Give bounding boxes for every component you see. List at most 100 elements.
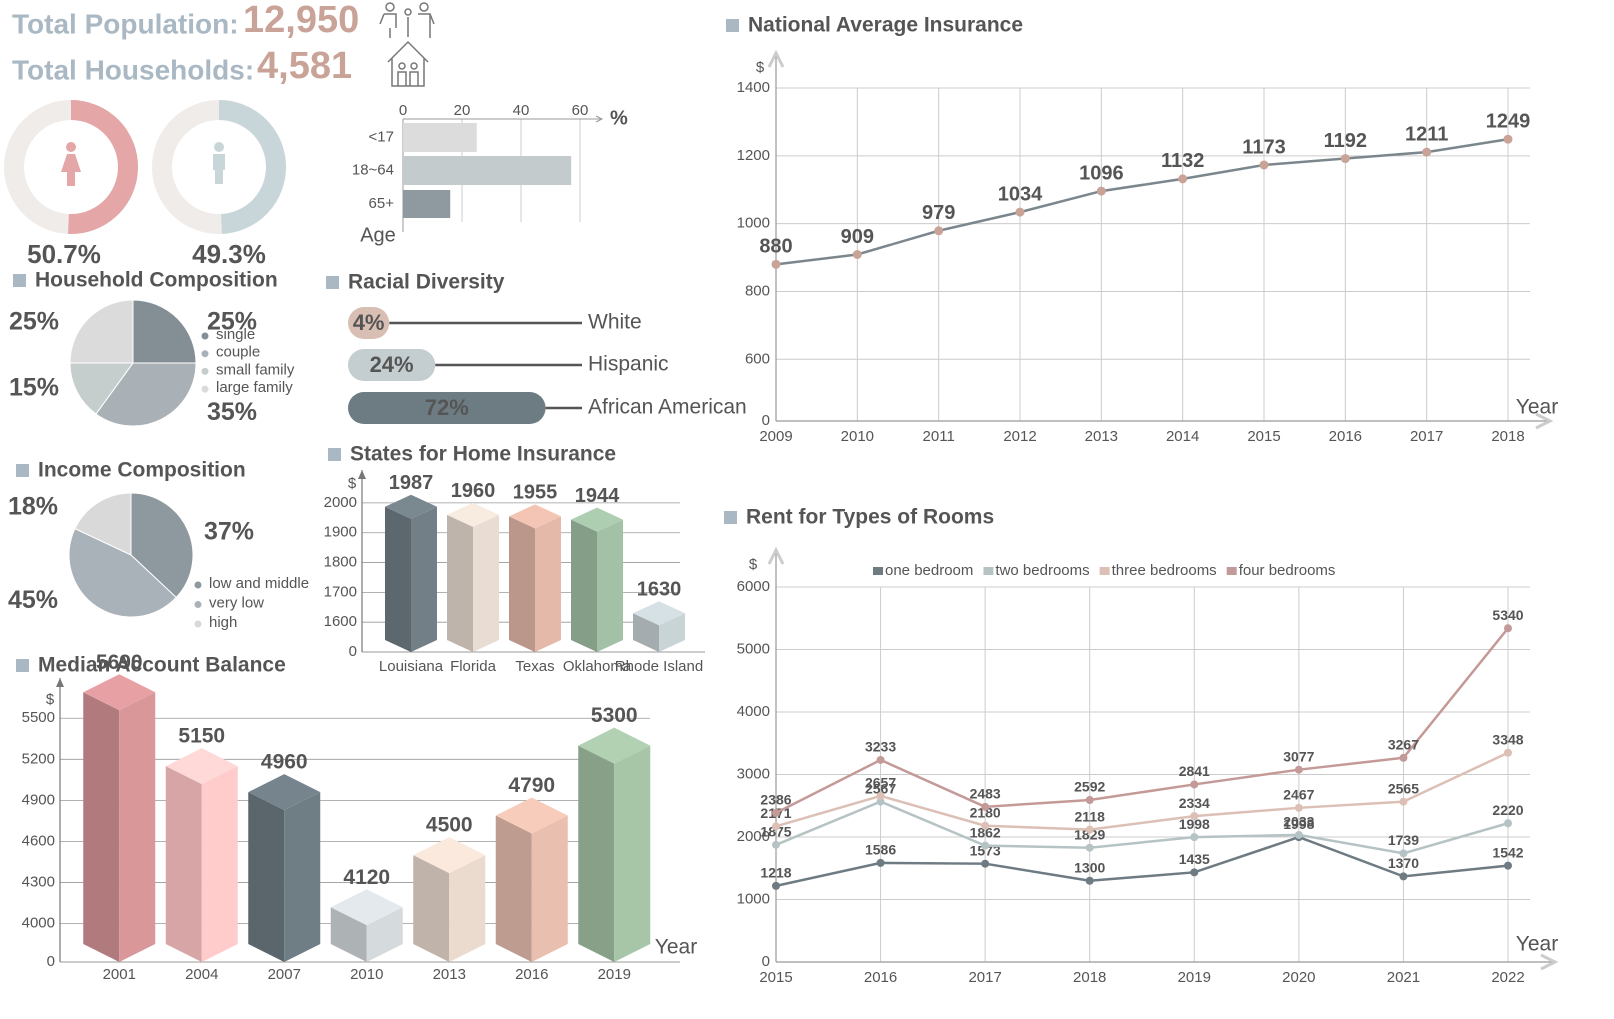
data-point (1178, 174, 1188, 184)
chart-title: Rent for Types of Rooms (746, 506, 994, 529)
data-point (876, 791, 885, 800)
value-label: 4790 (508, 774, 555, 797)
person-head (66, 142, 76, 152)
legend-label: two bedrooms (995, 562, 1089, 579)
x-tick-label: 20 (454, 102, 471, 119)
data-point (1085, 825, 1094, 834)
value-label: 1998 (1283, 816, 1314, 832)
x-axis-label: % (610, 107, 628, 129)
y-tick-label: 0 (762, 953, 770, 970)
axis-arrow (767, 49, 785, 68)
chart-title: National Average Insurance (748, 14, 1023, 37)
value-label: 5340 (1492, 607, 1523, 623)
person-head (214, 142, 224, 152)
value-label: 4120 (343, 866, 390, 889)
title-marker (16, 464, 29, 477)
y-axis-label: Age (360, 224, 396, 246)
y-tick-label: 4000 (737, 703, 770, 720)
bar-3d (447, 502, 499, 652)
legend-label: high (209, 614, 237, 631)
legend-label: three bedrooms (1112, 562, 1217, 579)
x-tick-label: 2019 (1178, 969, 1211, 986)
y-tick-label: 5000 (737, 640, 770, 657)
chart-title: Income Composition (38, 459, 246, 482)
value-label: 1944 (575, 485, 620, 507)
data-point (771, 259, 781, 269)
bar-top-face (385, 494, 437, 519)
bar-top-face (413, 837, 486, 874)
data-point (772, 808, 780, 817)
legend-dot (201, 350, 209, 358)
x-tick-label: 2007 (268, 966, 301, 983)
bar-left-face (83, 692, 120, 962)
pill-label: 4% (353, 310, 385, 335)
axis-arrow (56, 678, 64, 687)
legend-dot (201, 385, 209, 393)
bar-left-face (633, 613, 659, 652)
x-tick-label: 2016 (1329, 428, 1362, 445)
pie-slice (69, 299, 134, 364)
data-point (934, 226, 944, 236)
legend-swatch (873, 567, 883, 575)
value-label: 909 (841, 226, 874, 248)
value-label: 1034 (998, 183, 1043, 205)
bar (403, 156, 572, 185)
data-point (1015, 207, 1025, 217)
value-label: 1300 (1074, 859, 1105, 875)
value-label: 1211 (1405, 123, 1448, 145)
y-tick-label: 1600 (324, 613, 357, 630)
data-point (1340, 154, 1350, 164)
data-point (1085, 876, 1094, 885)
x-tick-label: 2018 (1073, 969, 1106, 986)
pie-slice (95, 362, 197, 427)
data-point (981, 802, 990, 811)
x-tick-label: Oklahoma (563, 658, 632, 675)
x-axis-label: Year (655, 936, 697, 959)
data-line (775, 137, 1509, 266)
value-label: 3348 (1492, 731, 1523, 747)
value-label: 3267 (1388, 737, 1419, 753)
category-label: White (588, 311, 642, 334)
x-tick-label: 2010 (841, 428, 874, 445)
y-axis-label: $ (756, 59, 765, 76)
pill-label: 24% (370, 352, 414, 377)
y-axis-label: $ (46, 691, 55, 708)
y-tick-label: 5500 (22, 709, 55, 726)
x-tick-label: 2021 (1387, 969, 1420, 986)
bar-right-face (614, 745, 651, 962)
bar-top-face (633, 601, 685, 626)
x-tick-label: Texas (515, 658, 554, 675)
data-point (1190, 833, 1199, 842)
value-label: 1435 (1179, 851, 1210, 867)
value-label: 3233 (865, 739, 896, 755)
x-tick-label: 2019 (598, 966, 631, 983)
bar-left-face (495, 815, 532, 962)
bar-top-face (248, 774, 321, 811)
y-tick-label: 600 (745, 350, 770, 367)
households-value: 4,581 (257, 45, 352, 87)
x-tick-label: Florida (450, 658, 497, 675)
bar-right-face (597, 519, 623, 652)
bar-top-face (330, 889, 403, 926)
legend-label: one bedroom (885, 562, 973, 579)
pill-bar (348, 349, 436, 381)
bar-left-face (248, 792, 285, 962)
bar-left-face (330, 907, 367, 962)
legend-swatch (983, 567, 994, 575)
data-point (1422, 147, 1432, 157)
title-marker (726, 19, 739, 32)
y-tick-label: 65+ (369, 195, 395, 212)
bar-top-face (495, 797, 568, 834)
bar-3d (385, 494, 437, 652)
bar-top-face (571, 507, 623, 532)
value-label: 2467 (1283, 787, 1314, 803)
x-tick-label: 2017 (968, 969, 1001, 986)
data-line (775, 627, 1509, 814)
x-tick-label: 0 (399, 102, 407, 119)
data-line (775, 800, 1509, 855)
pie-slice (130, 492, 194, 599)
value-label: 1173 (1242, 136, 1285, 158)
chart-title: Racial Diversity (348, 271, 505, 294)
x-tick-label: 2010 (350, 966, 383, 983)
data-point (876, 858, 885, 867)
